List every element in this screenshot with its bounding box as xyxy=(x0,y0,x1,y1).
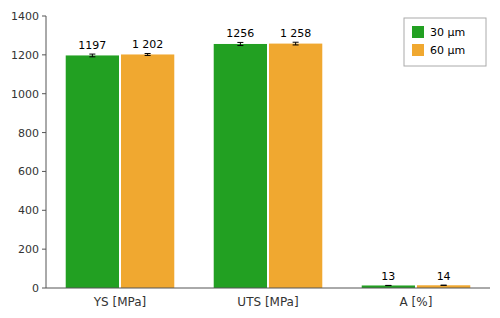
error-cap xyxy=(293,44,299,45)
error-bar xyxy=(441,285,447,286)
error-cap xyxy=(385,285,391,286)
y-tick-label: 800 xyxy=(18,127,39,140)
x-tick-label: A [%] xyxy=(400,295,433,309)
error-bar xyxy=(89,54,95,57)
y-axis-line xyxy=(46,16,47,288)
bar xyxy=(269,44,322,288)
error-cap xyxy=(89,54,95,55)
chart-container: 0 200 400 600 800 1000 1200 1400 1197 1256 13 1 202… xyxy=(0,0,500,318)
data-label: 1 202 xyxy=(132,38,164,51)
error-cap xyxy=(441,285,447,286)
y-tick-label: 400 xyxy=(18,204,39,217)
x-axis-line xyxy=(46,288,490,289)
y-tick xyxy=(42,93,46,94)
y-tick xyxy=(42,132,46,133)
error-bar xyxy=(293,42,299,45)
error-cap xyxy=(385,285,391,286)
error-cap xyxy=(237,45,243,46)
chart: 0 200 400 600 800 1000 1200 1400 1197 1256 13 1 202… xyxy=(0,0,500,318)
x-axis: YS [MPa] UTS [MPa] A [%] xyxy=(46,288,490,309)
error-cap xyxy=(237,42,243,43)
data-label: 1256 xyxy=(226,27,254,40)
data-label: 13 xyxy=(381,270,395,283)
error-cap xyxy=(293,42,299,43)
error-cap xyxy=(441,285,447,286)
legend: 30 μm 60 μm xyxy=(404,18,486,66)
y-tick-label: 1200 xyxy=(11,49,39,62)
error-bar xyxy=(385,285,391,286)
y-tick xyxy=(42,249,46,250)
y-tick xyxy=(42,16,46,17)
data-label: 14 xyxy=(437,270,451,283)
x-tick-label: UTS [MPa] xyxy=(237,295,298,309)
error-bar xyxy=(237,42,243,45)
y-tick xyxy=(42,210,46,211)
bar xyxy=(121,54,174,288)
y-tick-label: 1400 xyxy=(11,10,39,23)
legend-swatch xyxy=(412,44,424,56)
bar xyxy=(66,55,119,288)
data-label: 1197 xyxy=(78,39,106,52)
y-tick xyxy=(42,54,46,55)
error-cap xyxy=(89,56,95,57)
bars xyxy=(66,42,471,288)
bar xyxy=(214,44,267,288)
y-axis: 0 200 400 600 800 1000 1200 1400 xyxy=(11,10,46,295)
legend-frame xyxy=(404,18,486,66)
y-tick xyxy=(42,288,46,289)
data-label: 1 258 xyxy=(280,27,312,40)
y-tick-label: 0 xyxy=(32,282,39,295)
y-tick-label: 200 xyxy=(18,243,39,256)
legend-label: 60 μm xyxy=(430,44,465,57)
error-cap xyxy=(145,55,151,56)
error-bar xyxy=(145,53,151,55)
y-tick-label: 600 xyxy=(18,165,39,178)
y-tick-label: 1000 xyxy=(11,88,39,101)
legend-swatch xyxy=(412,26,424,38)
data-labels: 1197 1256 13 1 202 1 258 14 xyxy=(78,27,450,283)
y-tick xyxy=(42,171,46,172)
x-tick-label: YS [MPa] xyxy=(93,295,147,309)
error-cap xyxy=(145,53,151,54)
legend-label: 30 μm xyxy=(430,26,465,39)
